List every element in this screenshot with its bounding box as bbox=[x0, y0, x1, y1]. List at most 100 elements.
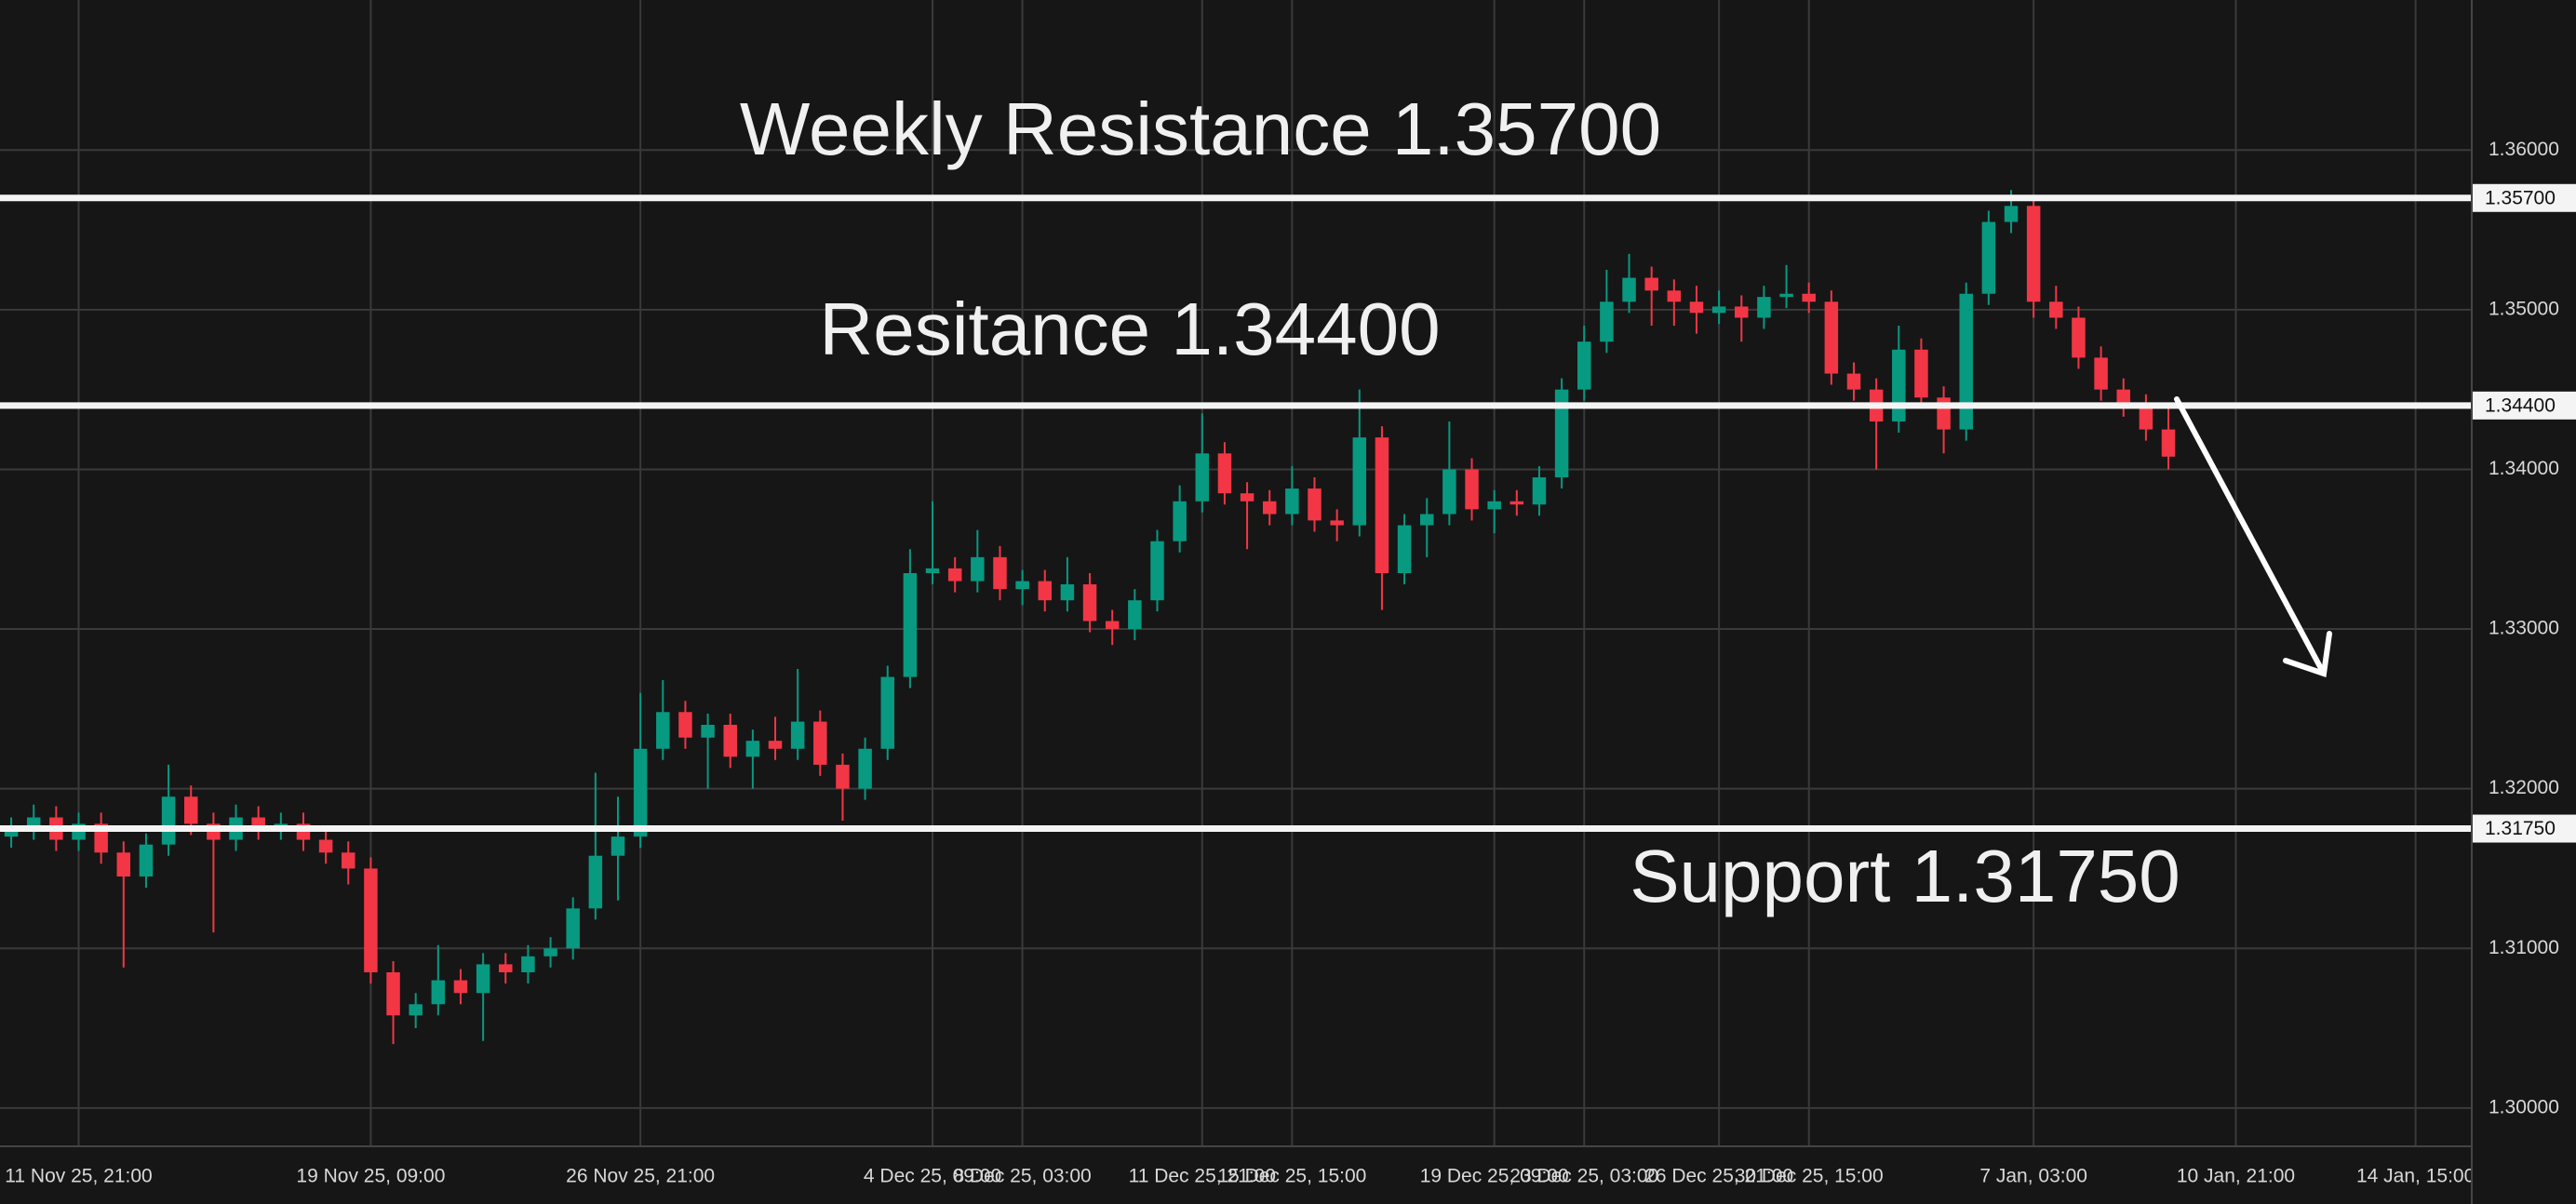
candle-body bbox=[318, 839, 333, 853]
y-tick-label: 1.35000 bbox=[2489, 298, 2559, 319]
candle-body bbox=[1802, 293, 1816, 302]
arrow-shaft bbox=[2174, 396, 2327, 676]
candle-body bbox=[903, 573, 918, 677]
candles bbox=[4, 190, 2176, 1045]
candle-body bbox=[858, 748, 872, 789]
candle-body bbox=[1419, 514, 1434, 526]
annotation: Resitance 1.34400 bbox=[819, 288, 1440, 370]
candle-body bbox=[610, 836, 625, 856]
candle-body bbox=[116, 852, 131, 877]
candle-body bbox=[409, 1004, 423, 1016]
candle-body bbox=[342, 852, 356, 869]
candle-body bbox=[1892, 349, 1906, 421]
candle-body bbox=[521, 956, 535, 972]
annotation: Weekly Resistance 1.35700 bbox=[740, 87, 1661, 170]
candle-body bbox=[1262, 501, 1277, 515]
x-tick-label: 23 Dec 25, 03:00 bbox=[1509, 1166, 1658, 1187]
candle-body bbox=[499, 964, 513, 972]
candle-body bbox=[723, 725, 737, 757]
candle-body bbox=[1667, 290, 1682, 302]
x-tick-label: 11 Nov 25, 21:00 bbox=[5, 1166, 152, 1187]
candle-body bbox=[453, 980, 468, 994]
candle-body bbox=[1105, 621, 1120, 630]
candle-body bbox=[1060, 584, 1075, 601]
candle-body bbox=[1689, 301, 1704, 314]
x-tick-label: 10 Jan, 21:00 bbox=[2177, 1166, 2295, 1187]
candle-body bbox=[2094, 357, 2108, 390]
candle-body bbox=[2139, 405, 2153, 430]
candle-body bbox=[1217, 453, 1232, 494]
x-tick-label: 30 Dec 25, 15:00 bbox=[1735, 1166, 1884, 1187]
x-tick-label: 8 Dec 25, 03:00 bbox=[953, 1166, 1091, 1187]
levels bbox=[0, 194, 2472, 833]
candle-body bbox=[2072, 317, 2086, 358]
y-tick-label: 1.32000 bbox=[2489, 777, 2559, 798]
x-tick-label: 26 Nov 25, 21:00 bbox=[566, 1166, 715, 1187]
y-axis-panel bbox=[2472, 0, 2576, 1204]
arrow-head bbox=[2283, 631, 2332, 678]
candle-body bbox=[1981, 221, 1996, 294]
candle-body bbox=[1779, 293, 1793, 298]
x-tick-label: 14 Jan, 15:00 bbox=[2356, 1166, 2475, 1187]
candle-body bbox=[1465, 469, 1479, 510]
candle-body bbox=[4, 828, 19, 837]
candle-body bbox=[2116, 389, 2130, 406]
candle-body bbox=[1532, 477, 1547, 505]
candle-body bbox=[1577, 341, 1591, 390]
candle-body bbox=[971, 556, 985, 582]
level-label-box bbox=[2473, 183, 2576, 212]
x-tick-label: 19 Dec 25, 09:00 bbox=[1420, 1166, 1569, 1187]
candle-body bbox=[947, 568, 962, 582]
candle-body bbox=[1644, 277, 1658, 291]
level-label: 1.35700 bbox=[2485, 187, 2556, 208]
candle-body bbox=[183, 796, 198, 824]
candle-body bbox=[1308, 488, 1322, 521]
candle-body bbox=[1038, 581, 1053, 601]
x-tick-label: 4 Dec 25, 09:00 bbox=[864, 1166, 1001, 1187]
candle-body bbox=[1128, 600, 1142, 630]
candle-body bbox=[1600, 301, 1614, 342]
candle-body bbox=[1846, 373, 1861, 390]
candle-body bbox=[1173, 501, 1187, 542]
candle-body bbox=[633, 748, 648, 837]
candle-body bbox=[1240, 493, 1254, 502]
annotation: Support 1.31750 bbox=[1630, 835, 2180, 917]
candle-body bbox=[1442, 469, 1456, 515]
x-tick-label: 7 Jan, 03:00 bbox=[1979, 1166, 2087, 1187]
candle-body bbox=[768, 741, 783, 749]
candle-body bbox=[1509, 501, 1524, 505]
grid bbox=[0, 0, 2472, 1146]
candle-body bbox=[678, 712, 692, 738]
candle-body bbox=[386, 971, 400, 1016]
candle-body bbox=[476, 964, 490, 994]
candle-body bbox=[2026, 206, 2041, 302]
level-label-box bbox=[2473, 391, 2576, 420]
candle-body bbox=[2004, 206, 2019, 222]
candle-body bbox=[2049, 301, 2063, 318]
candle-body bbox=[1622, 277, 1636, 302]
arrow bbox=[2174, 396, 2332, 678]
level-label-box bbox=[2473, 814, 2576, 843]
candle-body bbox=[656, 712, 670, 749]
candle-body bbox=[1554, 389, 1569, 478]
candle-body bbox=[1824, 301, 1839, 374]
candle-body bbox=[1375, 437, 1389, 573]
candle-body bbox=[836, 764, 850, 789]
candle-body bbox=[588, 855, 603, 909]
candle-body bbox=[161, 796, 176, 845]
candle-body bbox=[790, 721, 805, 749]
candle-body bbox=[1914, 349, 1928, 398]
y-tick-label: 1.36000 bbox=[2489, 139, 2559, 160]
x-tick-label: 15 Dec 25, 15:00 bbox=[1217, 1166, 1366, 1187]
candle-body bbox=[364, 868, 378, 972]
candle-body bbox=[2161, 429, 2176, 457]
candle-body bbox=[925, 568, 940, 573]
candle-body bbox=[1711, 306, 1726, 314]
candle-body bbox=[1082, 584, 1097, 622]
candle-body bbox=[1015, 581, 1029, 590]
candle-body bbox=[1330, 520, 1344, 526]
candle-body bbox=[1959, 293, 1973, 430]
candle-body bbox=[1757, 297, 1771, 318]
candle-body bbox=[566, 908, 580, 949]
